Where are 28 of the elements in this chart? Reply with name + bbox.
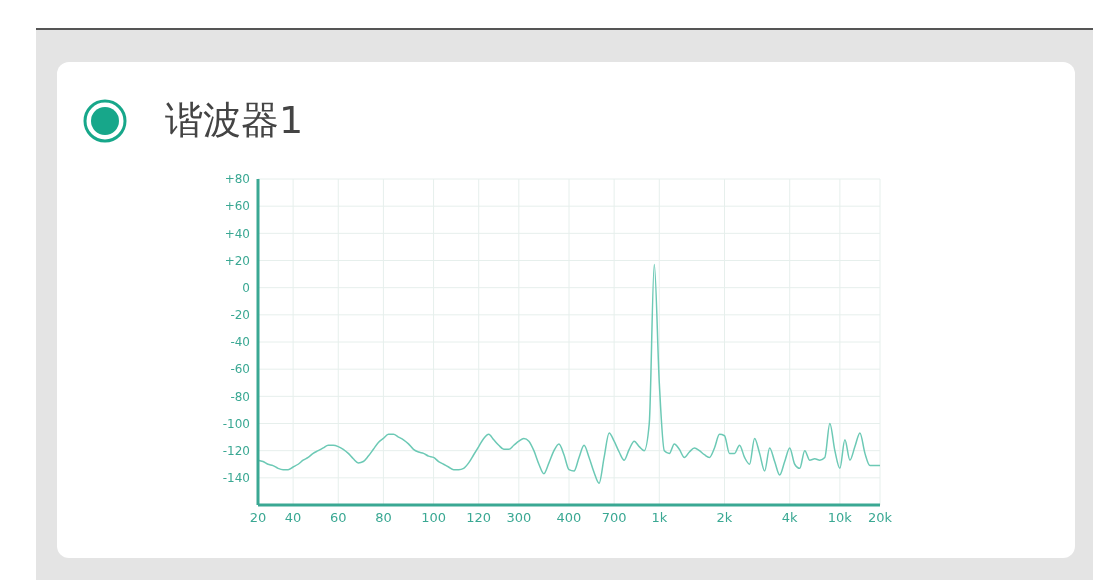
y-tick-label: -20 — [230, 308, 250, 323]
y-tick-label: -100 — [222, 416, 250, 431]
x-tick-label: 20k — [867, 510, 893, 526]
x-tick-label: 120 — [466, 510, 492, 526]
x-tick-label: 100 — [421, 510, 446, 526]
y-tick-label: -120 — [222, 443, 250, 458]
y-tick-label: +80 — [224, 172, 250, 187]
x-tick-label: 400 — [556, 510, 582, 526]
x-tick-label: 40 — [284, 510, 302, 526]
y-tick-label: -60 — [230, 362, 250, 377]
y-tick-label: +40 — [224, 226, 250, 241]
x-tick-label: 60 — [329, 510, 347, 526]
x-tick-label: 20 — [249, 510, 267, 526]
x-tick-label: 10k — [827, 510, 853, 526]
y-tick-label: 0 — [242, 280, 250, 295]
x-tick-label: 300 — [506, 510, 532, 526]
y-tick-label: +60 — [224, 199, 250, 214]
y-tick-label: -40 — [230, 335, 250, 350]
y-tick-label: -80 — [230, 389, 250, 404]
y-tick-label: -140 — [222, 471, 250, 486]
x-tick-label: 2k — [716, 510, 733, 526]
x-tick-label: 1k — [651, 510, 668, 526]
x-tick-label: 700 — [601, 510, 627, 526]
y-tick-label: +20 — [224, 253, 250, 268]
line-series — [257, 263, 881, 485]
chart-title: 谐波器1 — [165, 97, 304, 144]
x-tick-label: 80 — [375, 510, 392, 526]
x-tick-label: 4k — [781, 510, 799, 526]
